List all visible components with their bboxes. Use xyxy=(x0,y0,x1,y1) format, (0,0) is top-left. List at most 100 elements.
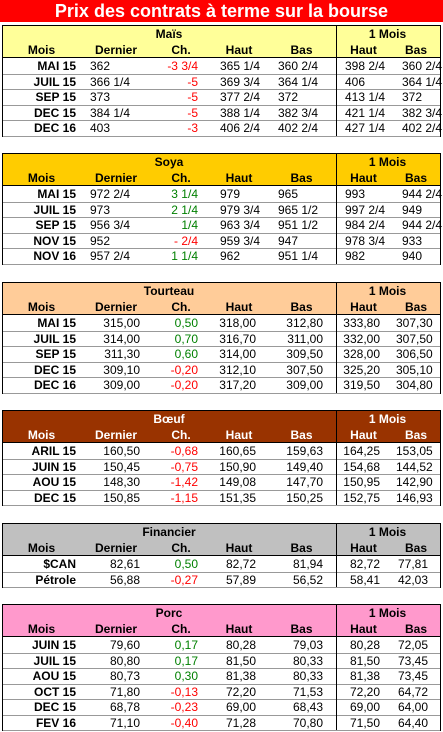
cell-value: 325,20 xyxy=(343,362,380,377)
cell-value: -1,15 xyxy=(170,490,198,505)
cell-value: 82,72 xyxy=(349,557,380,571)
cell-value: 962 xyxy=(220,249,241,263)
cell-value: 388 1/4 xyxy=(220,105,261,120)
data-row: NOV 16 957 2/4 1 1/4 962 951 1/4 982 940 xyxy=(3,249,440,265)
cell-value: 160,50 xyxy=(103,444,140,458)
data-row: DEC 15 150,85 -1,15 151,35 150,25 152,75 146,9… xyxy=(3,490,440,506)
cell-value: -0,68 xyxy=(170,444,198,458)
cell-value: 71,28 xyxy=(225,715,256,730)
cell-value: 80,28 xyxy=(349,638,380,652)
cell-value: 1/4 xyxy=(181,218,198,232)
cell-value: 159,63 xyxy=(286,444,323,458)
row-label: DEC 15 xyxy=(33,490,76,505)
data-row: ARIL 15 160,50 -0,68 160,65 159,63 164,25 153,… xyxy=(3,444,440,460)
section-header: Soya 1 Mois Mois Dernier Ch. Haut Bas Haut Bas xyxy=(3,154,440,186)
cell-value: 403 xyxy=(90,121,111,135)
cell-value: 421 1/4 xyxy=(345,105,386,120)
data-row: AOU 15 148,30 -1,42 149,08 147,70 150,95 142,9… xyxy=(3,475,440,491)
cell-value: 993 xyxy=(345,187,366,201)
cell-value: 64,72 xyxy=(397,684,428,699)
cell-value: 79,03 xyxy=(292,638,323,652)
section-header: Tourteau 1 Mois Mois Dernier Ch. Haut Bas Haut B… xyxy=(3,283,440,315)
section: Soya 1 Mois Mois Dernier Ch. Haut Bas Haut Bas MA… xyxy=(2,153,442,265)
cell-value: -0,13 xyxy=(170,684,198,699)
column-header: Bas xyxy=(404,43,427,57)
cell-value: 81,50 xyxy=(349,653,380,668)
column-header: Bas xyxy=(290,43,313,57)
cell-value: 333,80 xyxy=(343,316,380,330)
cell-value: -0,20 xyxy=(170,362,198,377)
cell-value: 933 xyxy=(402,233,423,248)
column-header: Bas xyxy=(404,171,427,185)
row-label: NOV 16 xyxy=(33,249,76,263)
column-divider xyxy=(336,411,337,505)
page-title: Prix des contrats à terme sur la bourse xyxy=(0,0,443,22)
period-label: 1 Mois xyxy=(368,284,407,298)
cell-value: 69,00 xyxy=(225,700,256,714)
section-header: Maïs 1 Mois Mois Dernier Ch. Haut Bas Haut Bas xyxy=(3,26,440,58)
cell-value: 997 2/4 xyxy=(345,202,386,217)
cell-value: 71,80 xyxy=(109,684,140,699)
cell-value: 951 1/2 xyxy=(278,218,319,232)
cell-value: 304,80 xyxy=(396,378,433,392)
column-header: Bas xyxy=(290,428,313,442)
cell-value: 373 xyxy=(90,90,111,104)
cell-value: 951 1/4 xyxy=(278,249,319,263)
cell-value: - 2/4 xyxy=(173,233,198,248)
cell-value: 369 3/4 xyxy=(220,74,261,89)
data-row: JUIL 15 314,00 0,70 316,70 311,00 332,00 307,5… xyxy=(3,331,440,347)
row-label: DEC 15 xyxy=(33,700,76,714)
cell-value: 382 3/4 xyxy=(278,105,319,120)
column-header: Mois xyxy=(27,541,56,555)
period-label: 1 Mois xyxy=(368,606,407,620)
data-row: Pétrole 56,88 -0,27 57,89 56,52 58,41 42,03 xyxy=(3,572,440,588)
cell-value: 68,43 xyxy=(292,700,323,714)
cell-value: 0,50 xyxy=(174,316,198,330)
row-label: SEP 15 xyxy=(35,90,76,104)
cell-value: 80,80 xyxy=(109,653,140,668)
column-divider xyxy=(336,524,337,587)
data-row: DEC 16 403 -3 406 2/4 402 2/4 427 1/4 402 2/4 xyxy=(3,121,443,137)
cell-value: 402 2/4 xyxy=(278,121,319,135)
cell-value: 947 xyxy=(278,233,299,248)
column-header: Dernier xyxy=(94,300,138,314)
cell-value: 79,60 xyxy=(109,638,140,652)
column-header: Dernier xyxy=(94,541,138,555)
cell-value: 957 2/4 xyxy=(90,249,131,263)
cell-value: -5 xyxy=(187,90,198,104)
cell-value: 58,41 xyxy=(349,572,380,587)
cell-value: 309,50 xyxy=(286,347,323,361)
column-header: Dernier xyxy=(94,43,138,57)
column-header: Ch. xyxy=(171,300,191,314)
row-label: AOU 15 xyxy=(32,669,76,683)
cell-value: 309,00 xyxy=(103,378,140,392)
cell-value: 973 xyxy=(90,202,111,217)
cell-value: -3 3/4 xyxy=(167,59,198,73)
cell-value: 56,52 xyxy=(292,572,323,587)
cell-value: 377 2/4 xyxy=(220,90,261,104)
cell-value: 312,10 xyxy=(219,362,256,377)
cell-value: 71,50 xyxy=(349,715,380,730)
cell-value: 81,38 xyxy=(349,669,380,683)
data-row: JUIN 15 79,60 0,17 80,28 79,03 80,28 72,05 xyxy=(3,638,440,654)
cell-value: 150,85 xyxy=(103,490,140,505)
cell-value: 305,10 xyxy=(396,362,433,377)
cell-value: 307,30 xyxy=(396,316,433,330)
row-label: JUIN 15 xyxy=(31,459,76,474)
row-label: DEC 15 xyxy=(33,362,76,377)
data-row: DEC 15 68,78 -0,23 69,00 68,43 69,00 64,00 xyxy=(3,700,440,716)
cell-value: 148,30 xyxy=(103,475,140,489)
cell-value: 72,20 xyxy=(225,684,256,699)
cell-value: 965 1/2 xyxy=(278,202,319,217)
data-row: JUIL 15 366 1/4 -5 369 3/4 364 1/4 406 364 1/4 xyxy=(3,74,442,90)
cell-value: 332,00 xyxy=(343,331,380,346)
cell-value: 150,25 xyxy=(286,490,323,505)
cell-value: 42,03 xyxy=(397,572,428,587)
cell-value: 384 1/4 xyxy=(90,105,131,120)
cell-value: 982 xyxy=(345,249,366,263)
row-label: OCT 15 xyxy=(33,684,76,699)
column-header: Dernier xyxy=(94,622,138,636)
cell-value: 80,73 xyxy=(109,669,140,683)
cell-value: 402 2/4 xyxy=(402,121,443,135)
cell-value: 427 1/4 xyxy=(345,121,386,135)
